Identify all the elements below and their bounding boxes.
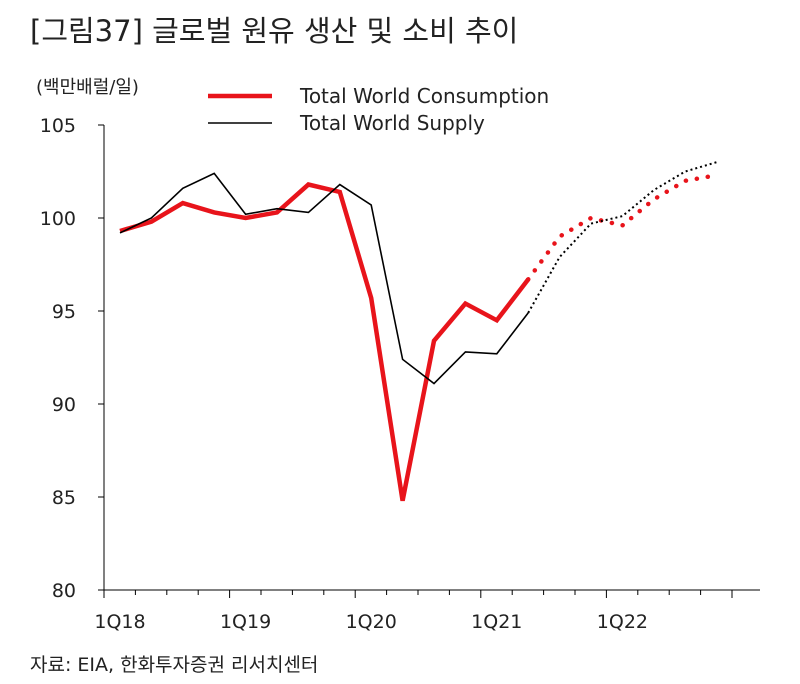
y-axis-unit-label: (백만배럴/일) xyxy=(36,77,139,98)
y-tick-label: 105 xyxy=(40,115,76,137)
y-tick-label: 95 xyxy=(52,301,76,323)
y-tick-label: 100 xyxy=(40,208,76,230)
y-tick-label: 85 xyxy=(52,487,76,509)
legend: Total World Consumption Total World Suppl… xyxy=(208,84,549,135)
y-tick-label: 90 xyxy=(52,394,76,416)
x-tick-label: 1Q18 xyxy=(94,611,145,633)
figure-title: [그림37] 글로벌 원유 생산 및 소비 추이 xyxy=(30,14,519,48)
x-tick-label: 1Q20 xyxy=(346,611,397,633)
x-tick-label: 1Q19 xyxy=(220,611,271,633)
series-layer xyxy=(119,161,719,502)
series-line-forecast xyxy=(527,161,717,314)
source-note: 자료: EIA, 한화투자증권 리서치센터 xyxy=(30,654,319,676)
series-consumption xyxy=(119,172,719,502)
axes: 80 85 90 95 100 105 (백만배럴/일) 1Q18 1Q19 1Q20 1Q21 1Q… xyxy=(36,77,760,633)
series-line-actual xyxy=(119,172,529,385)
legend-label: Total World Supply xyxy=(299,111,485,135)
x-tick-label: 1Q22 xyxy=(597,611,648,633)
series-line-actual xyxy=(119,182,530,502)
series-supply xyxy=(119,161,717,385)
x-tick-label: 1Q21 xyxy=(471,611,522,633)
y-tick-label: 80 xyxy=(52,580,76,602)
legend-label: Total World Consumption xyxy=(299,84,549,108)
